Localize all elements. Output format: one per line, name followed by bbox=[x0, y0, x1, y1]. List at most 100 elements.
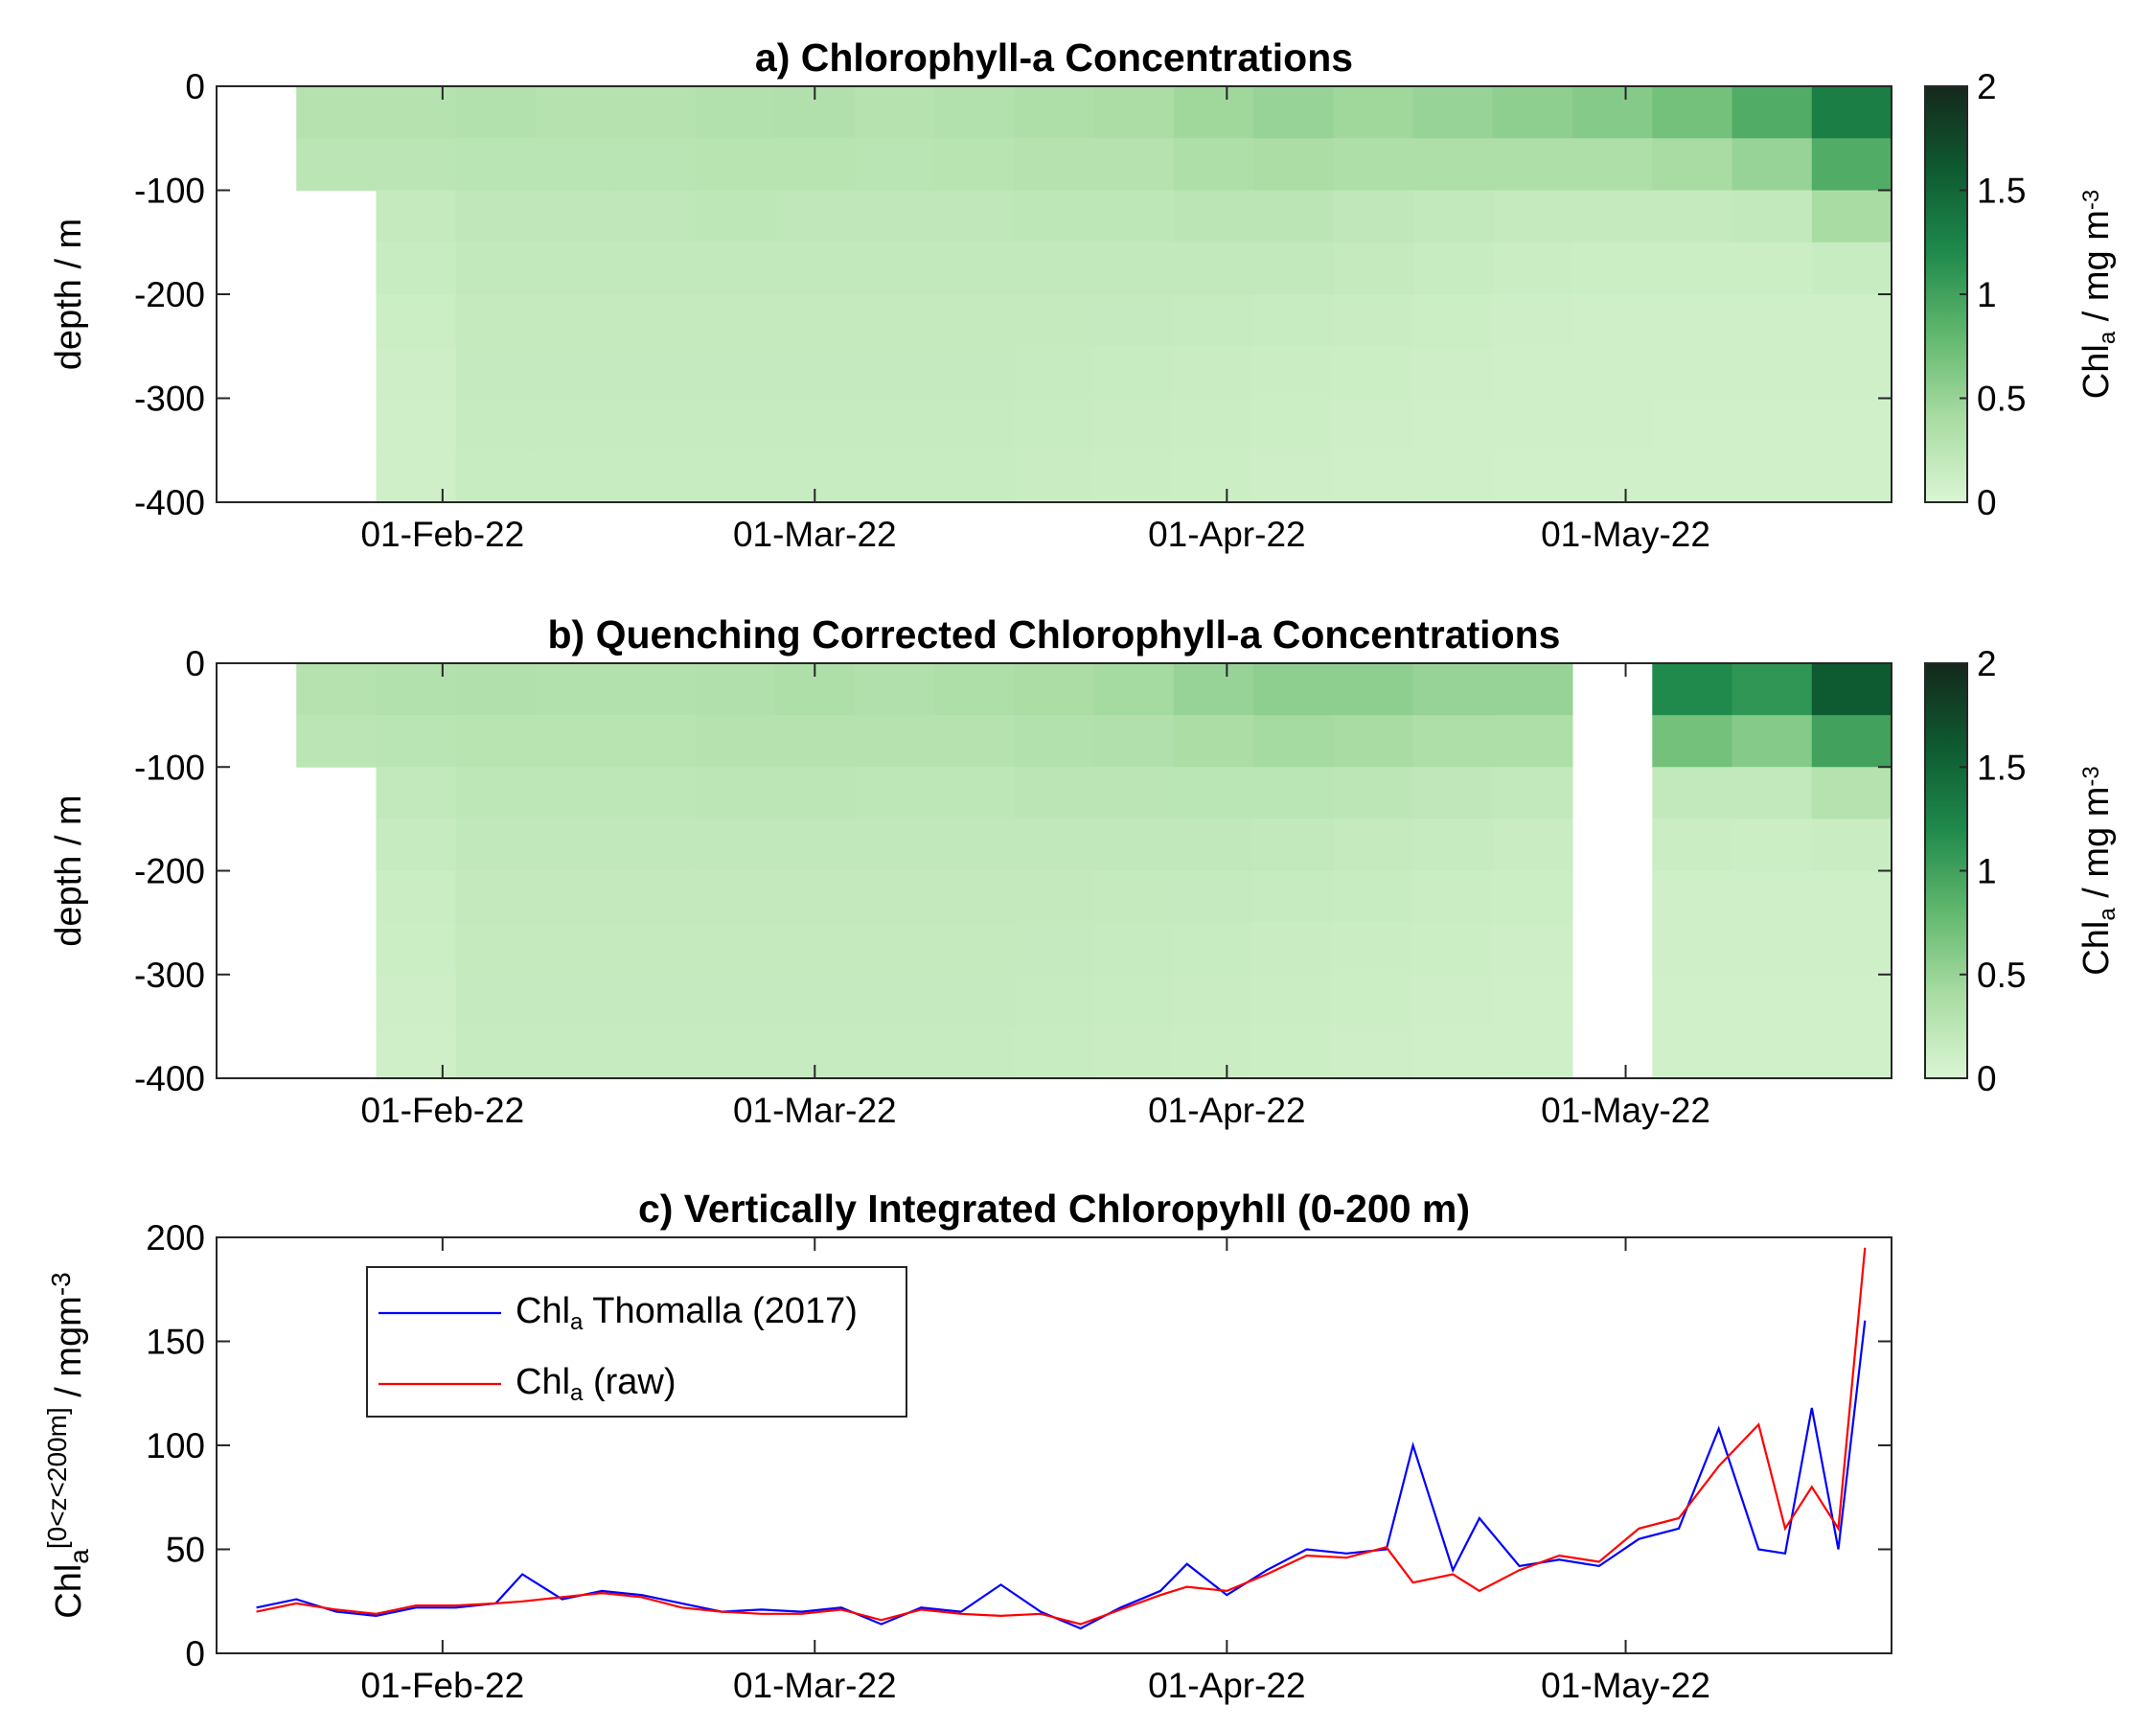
heatmap-cell bbox=[1333, 398, 1414, 451]
heatmap-cell bbox=[854, 346, 935, 399]
heatmap-cell bbox=[695, 819, 776, 871]
heatmap-cell bbox=[774, 974, 856, 1027]
heatmap-cell bbox=[1492, 346, 1573, 399]
heatmap-cell bbox=[695, 398, 776, 451]
chart-title: a) Chlorophyll-a Concentrations bbox=[755, 35, 1353, 80]
heatmap-cell bbox=[1014, 398, 1095, 451]
heatmap-cell bbox=[934, 922, 1015, 976]
colorbar-tick-label: 0 bbox=[1977, 483, 1997, 522]
heatmap-cell bbox=[1173, 819, 1254, 871]
heatmap-cell bbox=[376, 922, 457, 976]
heatmap-cell bbox=[695, 767, 776, 819]
heatmap-cell bbox=[535, 86, 616, 139]
x-tick-label: 01-Feb-22 bbox=[360, 1666, 524, 1705]
legend-label: Chla Thomalla (2017) bbox=[516, 1291, 858, 1335]
y-tick-label: -100 bbox=[134, 748, 205, 787]
label-sup: -3 bbox=[2078, 190, 2104, 210]
heatmap-cell bbox=[1014, 1026, 1095, 1079]
heatmap-cell bbox=[1014, 86, 1095, 139]
heatmap-cell bbox=[535, 715, 616, 768]
heatmap-cell bbox=[376, 663, 457, 716]
heatmap-cell bbox=[934, 767, 1015, 819]
x-tick-label: 01-Feb-22 bbox=[360, 515, 524, 554]
heatmap-cell bbox=[615, 450, 696, 503]
heatmap-cell bbox=[1412, 190, 1494, 243]
heatmap-cell bbox=[376, 450, 457, 503]
label-part: Chl bbox=[2076, 921, 2117, 976]
heatmap-cell bbox=[1412, 767, 1494, 819]
heatmap-cell bbox=[1492, 398, 1573, 451]
heatmap-cell bbox=[1333, 138, 1414, 191]
heatmap-cell bbox=[376, 86, 457, 139]
heatmap-cell bbox=[1652, 767, 1733, 819]
heatmap-cell bbox=[1173, 398, 1254, 451]
heatmap-cell bbox=[1652, 346, 1733, 399]
label-sub: a bbox=[2095, 331, 2121, 344]
heatmap-cell bbox=[1014, 450, 1095, 503]
heatmap-cell bbox=[1253, 242, 1334, 295]
heatmap-cell bbox=[1652, 242, 1733, 295]
y-tick-label: -200 bbox=[134, 275, 205, 314]
x-tick-label: 01-Apr-22 bbox=[1148, 515, 1306, 554]
heatmap-cell bbox=[1093, 819, 1175, 871]
heatmap-cell bbox=[1492, 138, 1573, 191]
colorbar-tick-label: 1.5 bbox=[1977, 172, 2026, 211]
heatmap-cell bbox=[695, 346, 776, 399]
heatmap-cell bbox=[1253, 190, 1334, 243]
heatmap-cell bbox=[774, 294, 856, 347]
y-tick-label: 150 bbox=[146, 1323, 205, 1362]
heatmap-cell bbox=[1333, 819, 1414, 871]
colorbar bbox=[1924, 662, 1968, 1079]
y-tick-label: 50 bbox=[166, 1531, 205, 1570]
heatmap-cell bbox=[376, 294, 457, 347]
heatmap-cell bbox=[615, 870, 696, 924]
heatmap-cell bbox=[615, 1026, 696, 1079]
heatmap-cell bbox=[1492, 1026, 1573, 1079]
heatmap-cell bbox=[615, 86, 696, 139]
heatmap-cell bbox=[1093, 346, 1175, 399]
heatmap-cell bbox=[1014, 974, 1095, 1027]
heatmap-cell bbox=[1652, 138, 1733, 191]
heatmap-cell bbox=[1732, 450, 1813, 503]
heatmap-cell bbox=[1492, 190, 1573, 243]
heatmap-cell bbox=[1173, 294, 1254, 347]
heatmap-cell bbox=[1333, 1026, 1414, 1079]
heatmap-cell bbox=[535, 138, 616, 191]
heatmap-cell bbox=[376, 138, 457, 191]
heatmap-cell bbox=[1412, 663, 1494, 716]
heatmap-cell bbox=[1093, 767, 1175, 819]
heatmap-cell bbox=[1093, 294, 1175, 347]
y-tick-label: -400 bbox=[134, 483, 205, 522]
heatmap-cell bbox=[1173, 346, 1254, 399]
heatmap-cell bbox=[1811, 819, 1892, 871]
heatmap-cell bbox=[455, 663, 537, 716]
heatmap-cell bbox=[1093, 190, 1175, 243]
heatmap-cell bbox=[854, 767, 935, 819]
heatmap-cell bbox=[854, 242, 935, 295]
heatmap-cell bbox=[1093, 450, 1175, 503]
y-tick-label: 200 bbox=[146, 1218, 205, 1257]
heatmap-cell bbox=[695, 1026, 776, 1079]
heatmap-cell bbox=[934, 190, 1015, 243]
heatmap-cell bbox=[934, 138, 1015, 191]
label-sub: a bbox=[64, 1549, 94, 1564]
heatmap-cell bbox=[1412, 294, 1494, 347]
heatmap-cell bbox=[934, 1026, 1015, 1079]
heatmap-cell bbox=[1014, 242, 1095, 295]
heatmap-cell bbox=[455, 974, 537, 1027]
heatmap-cell bbox=[1333, 86, 1414, 139]
label-part: Chl bbox=[2076, 344, 2117, 399]
heatmap-cell bbox=[1333, 294, 1414, 347]
heatmap-cell bbox=[774, 346, 856, 399]
heatmap-cell bbox=[1093, 138, 1175, 191]
heatmap-cell bbox=[1732, 86, 1813, 139]
heatmap-cell bbox=[1572, 242, 1653, 295]
heatmap-cell bbox=[1572, 294, 1653, 347]
heatmap-cell bbox=[1014, 767, 1095, 819]
heatmap-cell bbox=[1253, 138, 1334, 191]
heatmap-cell bbox=[934, 819, 1015, 871]
heatmap-cell bbox=[1333, 346, 1414, 399]
heatmap-cell bbox=[1811, 663, 1892, 716]
heatmap-cell bbox=[1492, 242, 1573, 295]
heatmap-cell bbox=[1333, 242, 1414, 295]
